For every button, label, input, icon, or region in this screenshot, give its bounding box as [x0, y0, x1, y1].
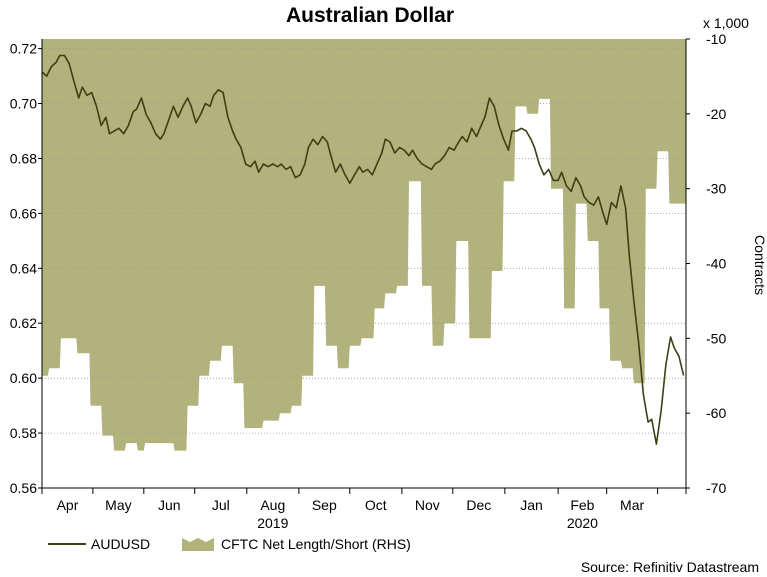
legend-label-cftc: CFTC Net Length/Short (RHS) — [221, 536, 411, 552]
left-tick-label: 0.64 — [10, 260, 37, 276]
right-tick-label: -20 — [706, 106, 726, 122]
right-tick-label: -40 — [706, 256, 726, 272]
source-note: Source: Refinitiv Datastream — [581, 559, 759, 575]
x-month-label: Jun — [158, 497, 181, 513]
chart-title: Australian Dollar — [286, 4, 454, 27]
x-month-label: Sep — [312, 497, 337, 513]
left-axis: 0.56 0.58 0.60 0.62 0.64 0.66 0.68 0.70 0.72 — [10, 41, 42, 496]
left-tick-label: 0.70 — [10, 96, 37, 112]
x-year-label: 2019 — [257, 515, 288, 531]
legend-swatch-cftc — [182, 538, 214, 551]
audusd-line — [41, 54, 685, 445]
x-year-label: 2020 — [567, 515, 598, 531]
x-month-label: Nov — [415, 497, 440, 513]
legend: AUDUSD CFTC Net Length/Short (RHS) — [48, 536, 411, 552]
left-tick-label: 0.72 — [10, 41, 37, 57]
left-tick-label: 0.66 — [10, 205, 37, 221]
right-tick-label: -30 — [706, 181, 726, 197]
left-tick-label: 0.60 — [10, 370, 37, 386]
audusd-line-layer — [41, 54, 685, 445]
right-tick-label: -60 — [706, 405, 726, 421]
left-tick-label: 0.58 — [10, 425, 37, 441]
right-axis-multiplier: x 1,000 — [703, 15, 749, 31]
x-month-label: Apr — [57, 497, 79, 513]
left-tick-label: 0.62 — [10, 315, 37, 331]
left-tick-label: 0.56 — [10, 480, 37, 496]
right-tick-label: -50 — [706, 330, 726, 346]
cftc-area — [42, 39, 686, 451]
x-axis: Apr May Jun Jul Aug Sep Oct Nov Dec Jan Feb Mar 2019… — [41, 488, 687, 531]
right-axis-label: Contracts — [752, 235, 767, 295]
legend-label-audusd: AUDUSD — [91, 536, 150, 552]
x-month-label: Dec — [466, 497, 491, 513]
right-tick-label: -70 — [706, 480, 726, 496]
x-month-label: Jan — [520, 497, 543, 513]
cftc-area-layer — [42, 39, 686, 451]
right-axis: -70 -60 -50 -40 -30 -20 -10 — [686, 31, 726, 496]
right-tick-label: -10 — [706, 31, 726, 47]
x-month-label: Feb — [570, 497, 594, 513]
x-month-label: Jul — [212, 497, 230, 513]
x-month-label: Mar — [620, 497, 644, 513]
left-tick-label: 0.68 — [10, 150, 37, 166]
x-month-label: Aug — [260, 497, 285, 513]
x-month-label: Oct — [365, 497, 387, 513]
x-month-label: May — [105, 497, 131, 513]
